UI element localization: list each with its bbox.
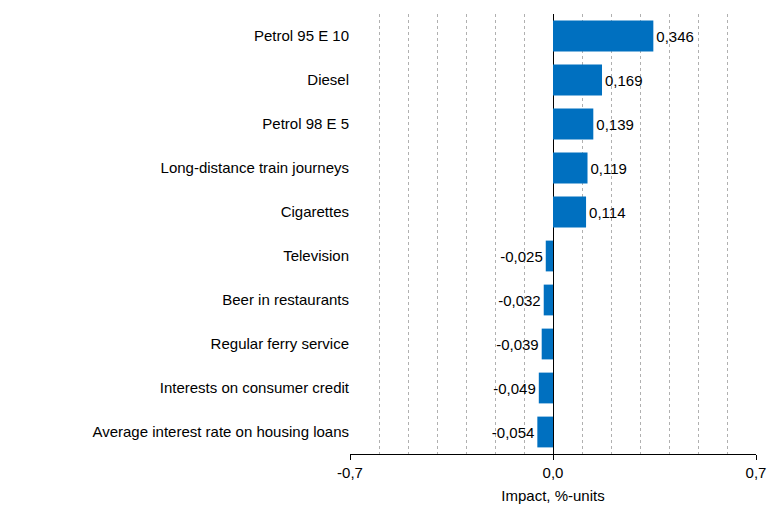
svg-text:-0,032: -0,032: [498, 292, 541, 309]
svg-text:0,114: 0,114: [589, 204, 625, 221]
svg-text:0,139: 0,139: [596, 116, 634, 133]
svg-text:Petrol 98 E 5: Petrol 98 E 5: [262, 115, 349, 132]
svg-text:Regular ferry service: Regular ferry service: [211, 335, 349, 352]
svg-text:-0,039: -0,039: [496, 336, 539, 353]
svg-text:Cigarettes: Cigarettes: [281, 203, 349, 220]
svg-text:0,169: 0,169: [605, 72, 643, 89]
svg-text:Impact, %-units: Impact, %-units: [501, 487, 604, 504]
svg-text:-0,7: -0,7: [337, 464, 363, 481]
svg-text:-0,054: -0,054: [492, 424, 535, 441]
svg-text:0,7: 0,7: [746, 464, 767, 481]
svg-text:Average interest rate on housi: Average interest rate on housing loans: [92, 423, 349, 440]
svg-text:Television: Television: [283, 247, 349, 264]
svg-text:Petrol 95 E 10: Petrol 95 E 10: [254, 27, 349, 44]
svg-text:Diesel: Diesel: [307, 71, 349, 88]
svg-text:Long-distance train journeys: Long-distance train journeys: [161, 159, 349, 176]
svg-text:-0,025: -0,025: [500, 248, 543, 265]
svg-text:Interests on consumer credit: Interests on consumer credit: [160, 379, 350, 396]
svg-text:-0,049: -0,049: [493, 380, 536, 397]
svg-text:0,0: 0,0: [543, 464, 564, 481]
svg-text:0,119: 0,119: [591, 160, 627, 177]
svg-text:0,346: 0,346: [656, 28, 694, 45]
svg-text:Beer in restaurants: Beer in restaurants: [222, 291, 349, 308]
